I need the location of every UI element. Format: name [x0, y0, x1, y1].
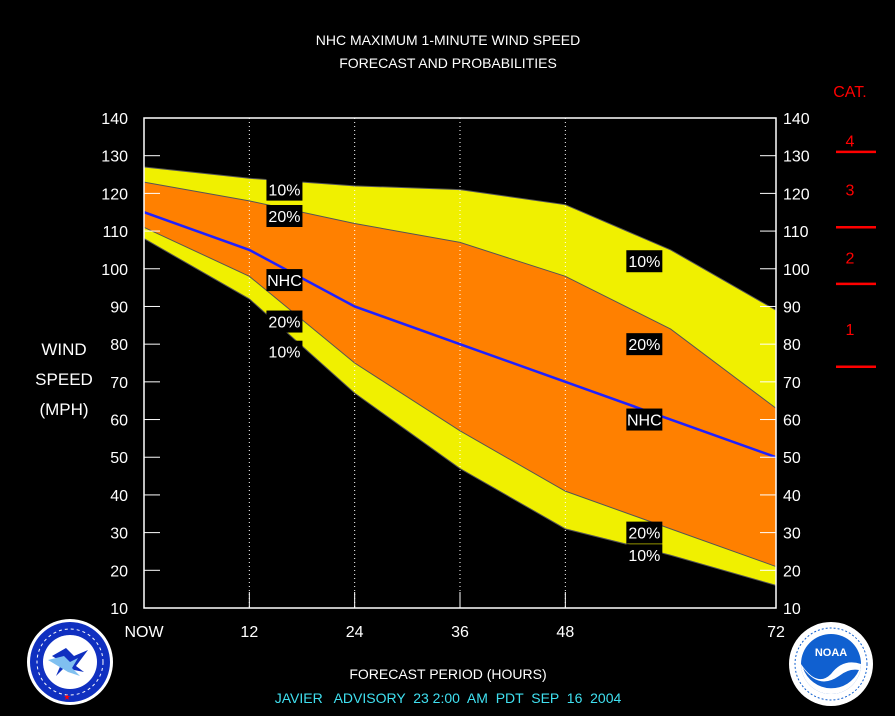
y-tick-label-right: 140: [783, 111, 810, 128]
y-tick-label-left: 50: [110, 450, 128, 467]
series-label: 20%: [268, 209, 300, 226]
category-label: 1: [846, 322, 855, 339]
series-label: 20%: [268, 315, 300, 332]
series-label: 20%: [628, 337, 660, 354]
series-label: NHC: [627, 413, 662, 430]
y-tick-label-left: 10: [110, 601, 128, 618]
y-tick-label-right: 40: [783, 488, 801, 505]
y-tick-label-right: 80: [783, 337, 801, 354]
y-tick-label-left: 40: [110, 488, 128, 505]
y-tick-label-right: 30: [783, 526, 801, 543]
series-label-bg: [266, 269, 303, 292]
category-label: 4: [846, 134, 855, 151]
series-label-bg: [266, 178, 303, 201]
noaa-logo-icon: NOAA: [789, 622, 873, 706]
category-label: 2: [846, 250, 855, 267]
y-tick-label-right: 20: [783, 563, 801, 580]
series-line-4: [143, 238, 777, 586]
y-tick-label-left: 130: [101, 149, 128, 166]
y-tick-label-left: 20: [110, 563, 128, 580]
x-axis-label: FORECAST PERIOD (HOURS): [349, 666, 546, 682]
category-label: 3: [846, 183, 855, 200]
series-label: 10%: [628, 548, 660, 565]
y-tick-label-left: 110: [102, 224, 128, 241]
series-label-bg: [626, 521, 663, 544]
y-tick-label-right: 130: [783, 149, 810, 166]
y-tick-label-left: 80: [110, 337, 128, 354]
x-tick-label: 24: [346, 624, 364, 641]
x-tick-label: 36: [451, 624, 469, 641]
y-axis-label-line1: WIND: [41, 340, 86, 359]
series-label-bg: [626, 408, 663, 431]
y-tick-label-right: 70: [783, 375, 801, 392]
y-axis-label-line3: (MPH): [39, 400, 88, 419]
y-tick-label-right: 10: [783, 601, 801, 618]
x-tick-label: 48: [556, 624, 574, 641]
y-tick-label-right: 110: [783, 224, 809, 241]
series-label-bg: [266, 340, 303, 363]
y-tick-label-right: 100: [783, 262, 810, 279]
nws-logo-icon: [27, 619, 113, 705]
y-tick-label-left: 120: [101, 186, 128, 203]
series-label: 10%: [628, 254, 660, 271]
series-label: NHC: [267, 273, 302, 290]
y-axis-label-line2: SPEED: [35, 370, 93, 389]
plot-area: 10 10 20 20 30 30 40 40 50 50 60 60 70 70 80 80 90 90 100 1…: [101, 111, 810, 641]
series-label-bg: [626, 544, 663, 567]
x-tick-label: 12: [240, 624, 258, 641]
y-tick-label-left: 140: [101, 111, 128, 128]
y-tick-label-right: 90: [783, 299, 801, 316]
series-label-bg: [266, 310, 303, 333]
advisory-footer: JAVIER ADVISORY 23 2:00 AM PDT SEP 16 20…: [275, 690, 622, 706]
y-tick-label-right: 50: [783, 450, 801, 467]
series-line-0: [143, 166, 777, 311]
series-line-1: [143, 181, 777, 409]
y-tick-label-right: 60: [783, 413, 801, 430]
y-tick-label-left: 70: [110, 375, 128, 392]
y-tick-label-left: 60: [110, 413, 128, 430]
category-header: CAT.: [833, 84, 866, 101]
series-line-3: [143, 226, 777, 568]
chart-title-line2: FORECAST AND PROBABILITIES: [339, 55, 557, 71]
series-label-bg: [626, 250, 663, 273]
series-label: 20%: [628, 526, 660, 543]
y-tick-label-left: 30: [110, 526, 128, 543]
series-label-bg: [266, 205, 303, 227]
x-tick-label: 72: [767, 624, 785, 641]
series-label: 10%: [268, 345, 300, 362]
series-label-bg: [626, 333, 663, 356]
nhc-forecast-line: [143, 211, 777, 459]
noaa-logo-text: NOAA: [815, 647, 847, 659]
chart-title-line1: NHC MAXIMUM 1-MINUTE WIND SPEED: [316, 32, 580, 48]
y-tick-label-left: 100: [101, 262, 128, 279]
category-scale: 4 3 2 1: [836, 134, 876, 369]
x-tick-label: NOW: [124, 624, 164, 641]
y-tick-label-left: 90: [110, 299, 128, 316]
y-tick-label-right: 120: [783, 186, 810, 203]
series-label: 10%: [268, 183, 300, 200]
